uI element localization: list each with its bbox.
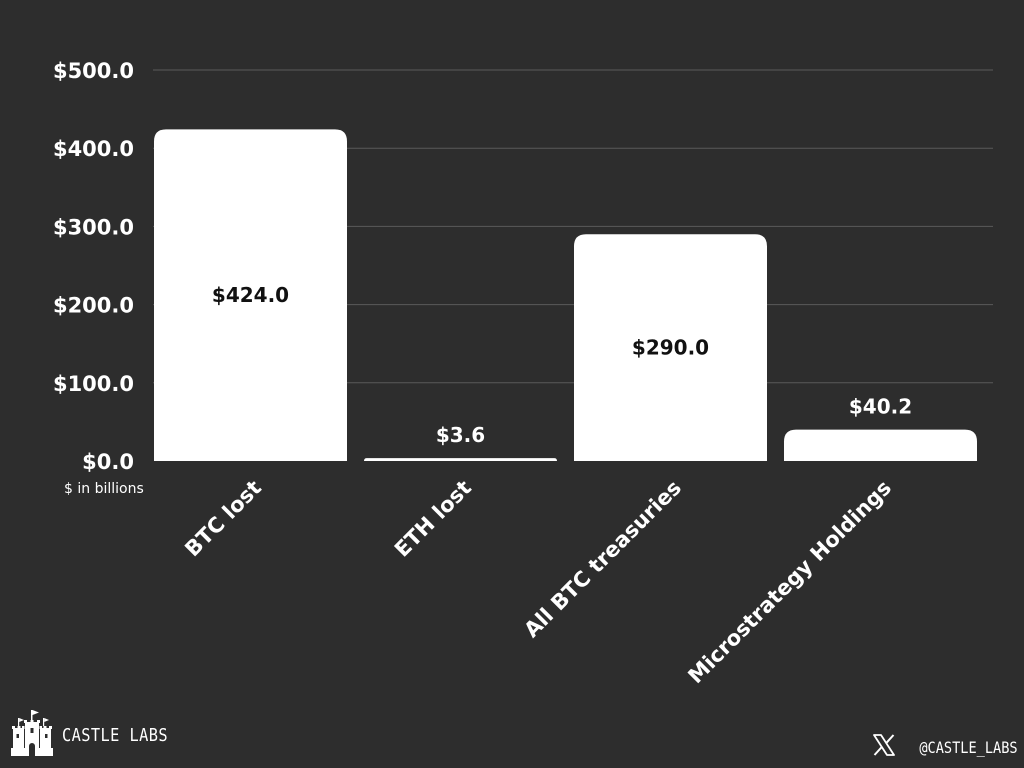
y-tick-label: $100.0 [53,372,134,396]
y-tick-label: $200.0 [53,294,134,318]
data-label: $3.6 [436,423,485,447]
category-label: Microstrategy Holdings [683,476,896,689]
y-axis-unit-label: $ in billions [64,481,144,497]
social-handle-block: @CASTLE_LABS [872,734,1018,760]
social-handle: @CASTLE_LABS [919,737,1018,757]
category-label: ETH lost [390,476,476,562]
bar [784,429,977,461]
y-tick-label: $400.0 [53,137,134,161]
x-logo-icon [872,734,896,760]
bar [574,234,767,461]
data-label: $40.2 [849,395,912,419]
category-labels: BTC lost ETH lost All BTC treasuriesMicros… [180,476,896,689]
bar [364,458,557,461]
y-axis-ticks: $0.0 $100.0 $200.0 $300.0 $400.0 $500.0 [53,59,134,474]
y-tick-label: $500.0 [53,59,134,83]
category-label: BTC lost [180,476,266,562]
y-tick-label: $0.0 [82,450,134,474]
brand-logo: CASTLE LABS [10,708,187,762]
castle-icon [10,708,54,762]
bars [154,129,977,461]
bar [154,129,347,461]
data-labels: $424.0 $3.6 $290.0 $40.2 [212,283,912,447]
y-tick-label: $300.0 [53,215,134,239]
category-label: All BTC treasuries [519,476,686,643]
brand-name: CASTLE LABS [62,724,169,746]
data-label: $424.0 [212,283,289,307]
data-label: $290.0 [632,336,709,360]
